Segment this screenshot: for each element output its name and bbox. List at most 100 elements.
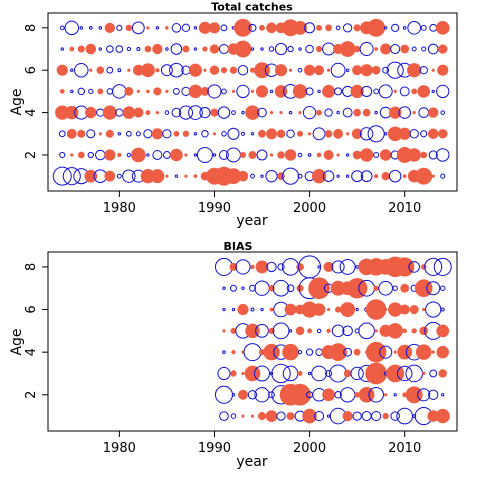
bubble-positive [436,345,449,359]
bubble-negative [193,26,198,30]
bubble-positive [98,132,102,136]
bubble-positive [402,328,407,334]
bubble-negative [428,150,438,160]
bubble-positive [326,328,331,334]
bubble-positive [374,329,378,333]
bubble-positive [353,108,361,117]
bubble-positive [389,106,402,119]
bubble-negative [336,174,340,178]
bubble-negative [172,87,180,95]
bubble-positive [360,64,373,77]
bubble-negative [146,153,150,157]
bubble-negative [277,263,285,271]
bubble-negative [374,110,378,115]
panel-bias: BIAS 1980 1990 2000 2010 2 4 6 8 year Age [9,240,458,470]
bubble-negative [335,25,341,31]
bubble-negative [222,350,226,354]
bubble-negative [126,46,131,52]
bubble-positive [311,169,327,184]
bubble-negative [125,130,132,137]
bubble-positive [316,24,323,31]
bubble-positive [298,111,302,115]
bubble-positive [198,21,212,34]
bubble-negative [165,47,169,51]
bubble-positive [234,18,252,37]
bubble-negative [398,106,411,119]
bubble-negative [336,110,340,115]
bubble-positive [393,89,397,94]
bubble-positive [431,350,435,354]
bubble-negative [431,89,435,94]
bubble-negative [181,23,191,33]
bubble-positive [407,148,421,162]
bubble-negative [428,389,439,400]
bubble-positive [295,326,305,336]
bubble-positive [89,68,93,72]
bubble-positive [346,132,350,136]
bubble-positive [277,151,285,159]
x-tick-label: 1980 [103,441,136,456]
bubble-positive [411,328,417,334]
bubble-positive [435,20,450,35]
bubble-positive [244,365,261,382]
bubble-positive [339,41,356,57]
bubble-positive [255,85,269,98]
bubble-positive [269,111,274,115]
bubble-negative [115,45,124,53]
bubble-positive [250,264,255,270]
bubble-negative [193,153,198,157]
bubble-positive [322,388,335,402]
bubble-positive [354,391,360,398]
bubble-positive [365,341,387,363]
bubble-negative [152,149,163,160]
bubble-negative [287,45,294,53]
bubble-positive [420,151,428,159]
bubble-negative [59,151,66,159]
bubble-positive [373,285,379,291]
bubble-negative [59,25,65,31]
bubble-positive [84,169,98,183]
bubble-negative [361,85,373,97]
bubble-positive [279,111,283,115]
bubble-positive [231,350,236,355]
bubble-positive [145,110,151,116]
bubble-negative [88,88,94,95]
bubble-positive [210,108,219,117]
y-tick-label: 8 [24,263,39,271]
bubble-positive [353,348,361,356]
bubble-positive [165,89,169,94]
plot-frame [47,12,458,192]
bubble-negative [254,387,270,403]
bubble-positive [399,304,410,315]
bubble-negative [342,107,353,118]
y-axis-label: Age [9,88,25,115]
bubble-negative [324,108,333,117]
bubble-positive [316,109,322,116]
bubble-negative [136,46,141,52]
bubble-positive [400,44,410,54]
bubble-positive [326,68,331,72]
bubble-negative [60,47,64,51]
x-axis: 1980 1990 2000 2010 [103,431,421,456]
bubble-positive [296,284,304,292]
bubble-negative [417,388,431,402]
bubble-negative [297,173,303,179]
bubble-positive [182,45,190,53]
bubble-positive [85,43,97,55]
bubble-negative [322,170,335,182]
bubble-layer [52,18,450,186]
bubble-negative [314,411,325,422]
bubble-positive [231,89,236,94]
bubble-negative [408,261,421,273]
bubble-positive [209,44,220,54]
bubble-negative [427,43,439,55]
bubble-positive [70,153,74,157]
bubble-negative [237,64,249,76]
x-tick-label: 2010 [388,201,421,216]
bubble-positive [127,68,131,72]
bubble-positive [200,86,210,96]
bubble-positive [184,174,188,178]
bubble-negative [62,167,81,186]
bubble-positive [102,105,117,120]
